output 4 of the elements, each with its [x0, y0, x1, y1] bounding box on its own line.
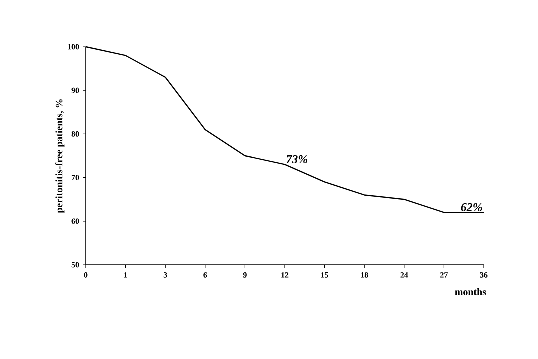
annotation: 62% — [461, 203, 482, 212]
annotation: 73% — [286, 155, 308, 164]
y-axis-title: peritonitis-free patients, % — [56, 100, 65, 214]
x-axis-title: months — [455, 288, 486, 296]
